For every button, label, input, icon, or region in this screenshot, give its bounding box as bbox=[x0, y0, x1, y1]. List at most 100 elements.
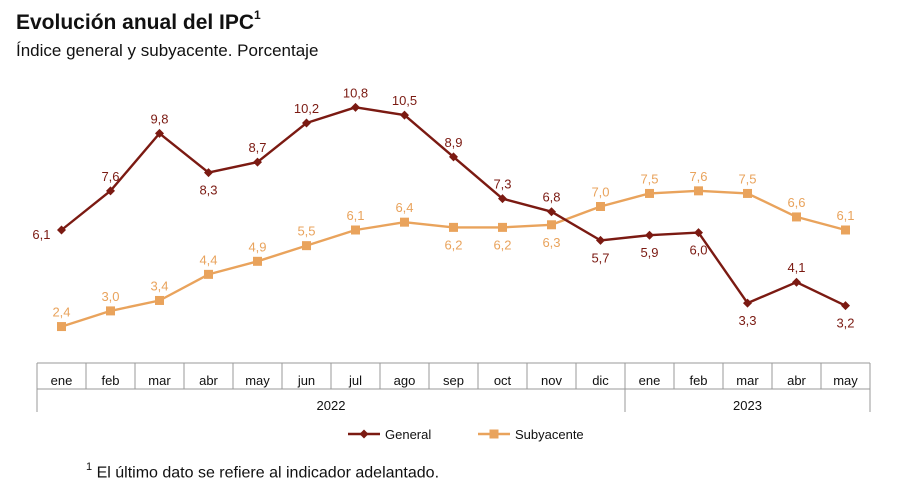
x-tick-label: ago bbox=[394, 373, 416, 388]
data-label-general: 4,1 bbox=[787, 260, 805, 275]
point-subyacente bbox=[498, 222, 507, 232]
data-label-subyacente: 6,4 bbox=[395, 200, 413, 215]
point-general bbox=[792, 277, 801, 287]
data-label-general: 10,2 bbox=[294, 101, 319, 116]
data-label-subyacente: 6,3 bbox=[542, 235, 560, 250]
data-label-subyacente: 4,4 bbox=[199, 252, 217, 267]
legend-marker bbox=[489, 429, 499, 439]
footnote: 1 El último dato se refiere al indicador… bbox=[86, 461, 440, 482]
point-subyacente bbox=[204, 269, 213, 279]
x-tick-label: ene bbox=[639, 373, 661, 388]
data-label-general: 10,8 bbox=[343, 85, 368, 100]
point-general bbox=[302, 118, 311, 128]
data-label-subyacente: 6,1 bbox=[836, 208, 854, 223]
x-tick-label: may bbox=[833, 373, 858, 388]
footnote-text: El último dato se refiere al indicador a… bbox=[96, 464, 440, 482]
series-layer: 2,4 3,0 3,4 4,4 4,9 5,5 6,1 6,4 6,2 6,2 6,3 7,0 7,5 7… bbox=[32, 85, 855, 332]
legend-label: General bbox=[385, 427, 431, 442]
legend-label: Subyacente bbox=[515, 427, 584, 442]
point-general bbox=[106, 186, 115, 196]
data-label-subyacente: 2,4 bbox=[52, 305, 70, 320]
legend: General Subyacente bbox=[348, 427, 584, 442]
data-label-subyacente: 3,0 bbox=[101, 289, 119, 304]
point-subyacente bbox=[57, 322, 66, 332]
chart-title-text: Evolución anual del IPC bbox=[16, 11, 255, 34]
data-label-subyacente: 6,2 bbox=[493, 237, 511, 252]
point-general bbox=[253, 157, 262, 167]
legend-item-subyacente: Subyacente bbox=[478, 427, 584, 442]
x-tick-label: nov bbox=[541, 373, 562, 388]
point-subyacente bbox=[400, 217, 409, 227]
chart-title: Evolución anual del IPC1 bbox=[16, 8, 261, 35]
data-label-general: 8,3 bbox=[199, 183, 217, 198]
x-year-label: 2022 bbox=[317, 398, 346, 413]
point-general bbox=[400, 110, 409, 120]
point-general bbox=[57, 225, 66, 235]
point-general bbox=[596, 235, 605, 245]
data-label-subyacente: 7,6 bbox=[689, 169, 707, 184]
x-year-label: 2023 bbox=[733, 398, 762, 413]
point-general bbox=[743, 298, 752, 308]
point-subyacente bbox=[155, 295, 164, 305]
point-subyacente bbox=[253, 256, 262, 266]
x-tick-label: may bbox=[245, 373, 270, 388]
data-label-subyacente: 6,6 bbox=[787, 195, 805, 210]
data-label-general: 7,3 bbox=[493, 177, 511, 192]
point-general bbox=[498, 194, 507, 204]
x-tick-label: abr bbox=[199, 373, 218, 388]
x-tick-label: ene bbox=[51, 373, 73, 388]
legend-marker bbox=[359, 429, 369, 439]
point-subyacente bbox=[351, 225, 360, 235]
data-label-general: 6,0 bbox=[689, 243, 707, 258]
point-general bbox=[841, 301, 850, 311]
x-tick-label: abr bbox=[787, 373, 806, 388]
point-subyacente bbox=[743, 188, 752, 198]
data-label-subyacente: 3,4 bbox=[150, 278, 168, 293]
point-subyacente bbox=[449, 222, 458, 232]
data-label-general: 3,2 bbox=[836, 316, 854, 331]
point-subyacente bbox=[106, 306, 115, 316]
data-label-general: 6,1 bbox=[32, 227, 50, 242]
chart-title-footnote-marker: 1 bbox=[254, 8, 261, 22]
chart-subtitle: Índice general y subyacente. Porcentaje bbox=[16, 41, 319, 60]
data-label-general: 8,9 bbox=[444, 135, 462, 150]
point-general bbox=[645, 230, 654, 240]
point-subyacente bbox=[302, 241, 311, 251]
data-label-general: 10,5 bbox=[392, 93, 417, 108]
data-label-general: 8,7 bbox=[248, 140, 266, 155]
point-general bbox=[204, 168, 213, 178]
x-tick-label: sep bbox=[443, 373, 464, 388]
point-general bbox=[547, 207, 556, 217]
point-subyacente bbox=[792, 212, 801, 222]
data-label-subyacente: 7,0 bbox=[591, 185, 609, 200]
point-subyacente bbox=[841, 225, 850, 235]
data-label-general: 6,8 bbox=[542, 190, 560, 205]
x-tick-label: mar bbox=[148, 373, 171, 388]
point-subyacente bbox=[596, 202, 605, 211]
point-subyacente bbox=[694, 186, 703, 196]
x-axis: ene feb mar abr may jun jul ago sep oct nov dic ene f… bbox=[36, 362, 871, 413]
legend-item-general: General bbox=[348, 427, 431, 442]
data-label-general: 9,8 bbox=[150, 111, 168, 126]
x-tick-label: dic bbox=[592, 373, 609, 388]
x-tick-label: mar bbox=[736, 373, 759, 388]
x-tick-label: feb bbox=[689, 373, 707, 388]
data-label-general: 5,9 bbox=[640, 245, 658, 260]
data-label-subyacente: 6,2 bbox=[444, 237, 462, 252]
x-tick-label: feb bbox=[101, 373, 119, 388]
x-tick-label: oct bbox=[494, 373, 512, 388]
ipc-line-chart: ene feb mar abr may jun jul ago sep oct nov dic ene f… bbox=[32, 85, 871, 442]
data-label-subyacente: 7,5 bbox=[640, 171, 658, 186]
data-label-subyacente: 5,5 bbox=[297, 224, 315, 239]
data-label-subyacente: 7,5 bbox=[738, 171, 756, 186]
series-line-subyacente bbox=[61, 189, 846, 328]
data-label-subyacente: 4,9 bbox=[248, 239, 266, 254]
point-general bbox=[155, 128, 164, 138]
point-subyacente bbox=[645, 188, 654, 198]
x-tick-label: jun bbox=[297, 373, 315, 388]
footnote-marker: 1 bbox=[86, 461, 93, 473]
point-general bbox=[449, 152, 458, 162]
data-label-subyacente: 6,1 bbox=[346, 208, 364, 223]
x-tick-label: jul bbox=[348, 373, 362, 388]
point-general bbox=[694, 228, 703, 238]
